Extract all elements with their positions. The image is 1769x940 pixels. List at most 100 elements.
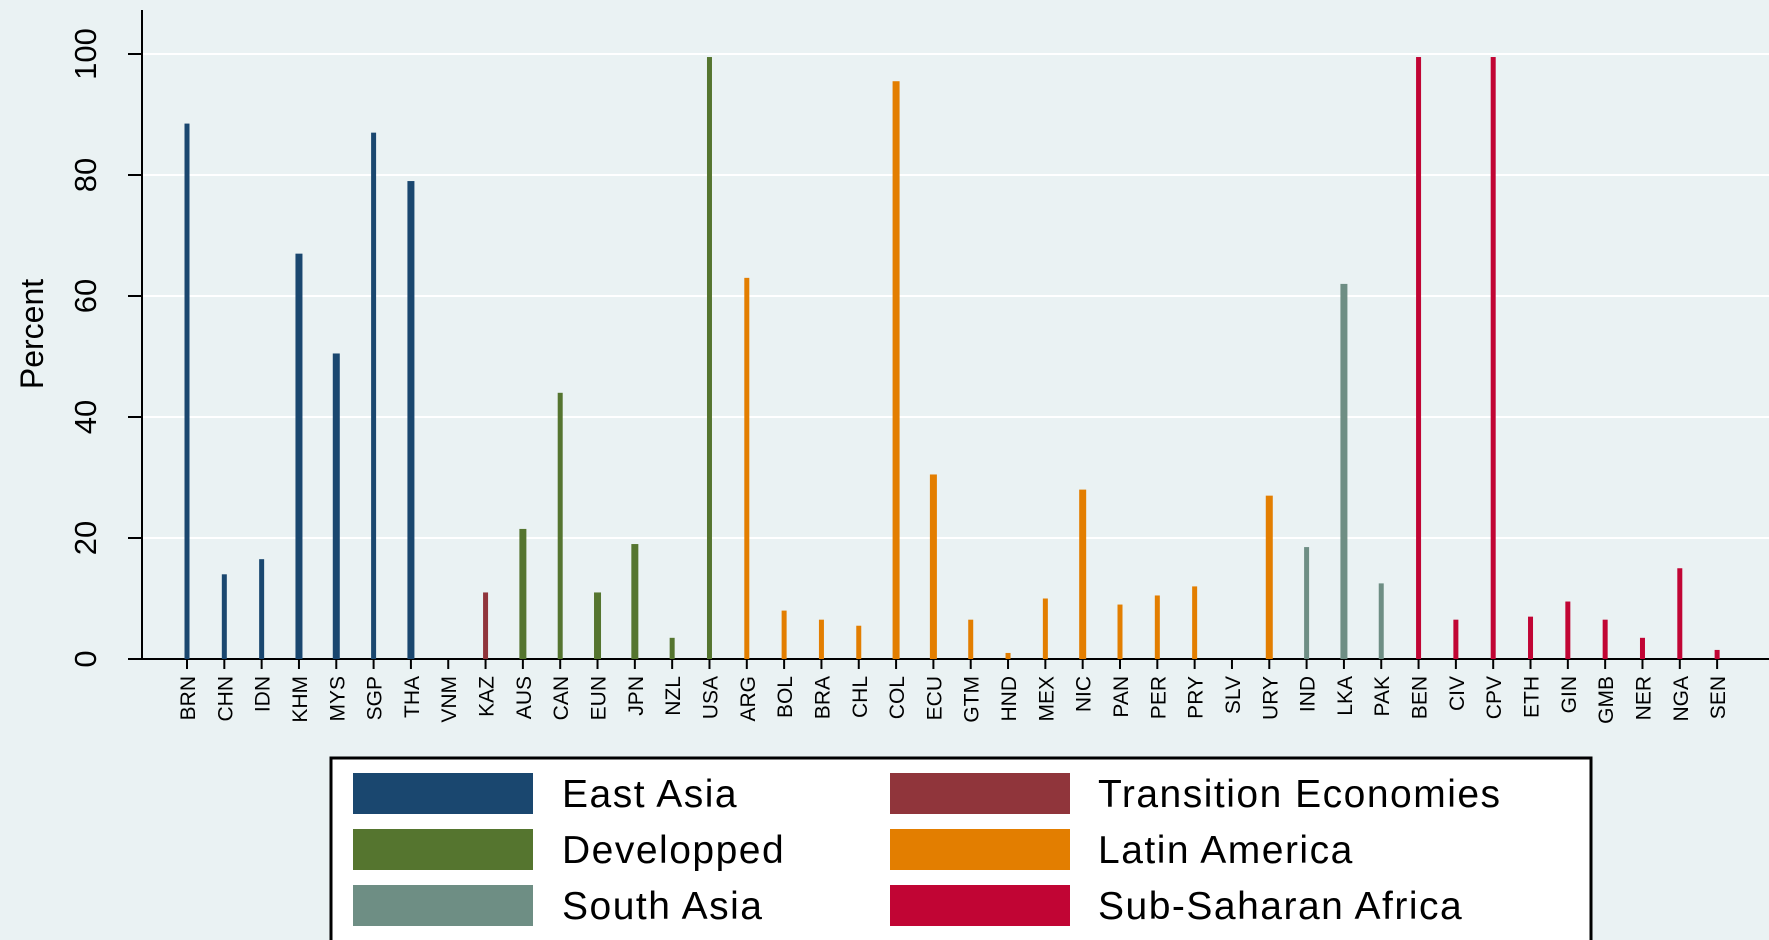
x-tick-label-ury: URY: [1259, 676, 1282, 720]
y-axis-ticks: 0 20 40 60 80 100: [68, 28, 142, 668]
x-tick-label-pan: PAN: [1110, 676, 1133, 718]
x-tick-label-bol: BOL: [774, 676, 797, 718]
bar-hnd: [1005, 652, 1011, 659]
bar-mex: [1042, 598, 1048, 659]
bar-col: [892, 81, 900, 660]
bar-gmb: [1602, 619, 1608, 659]
legend-swatch-south-asia: [353, 885, 533, 926]
bar-ner: [1639, 637, 1645, 659]
bar-per: [1154, 595, 1160, 659]
x-tick-label-gin: GIN: [1558, 676, 1581, 713]
x-tick-label-chn: CHN: [214, 676, 237, 722]
y-tick-label: 100: [68, 28, 103, 80]
bar-lka: [1340, 283, 1348, 659]
x-tick-label-vnm: VNM: [438, 676, 461, 723]
x-tick-label-nzl: NZL: [662, 676, 685, 716]
x-tick-label-mys: MYS: [326, 676, 349, 722]
x-tick-label-pry: PRY: [1185, 676, 1208, 719]
bar-sen: [1714, 649, 1720, 659]
legend-label-east-asia: East Asia: [562, 773, 738, 816]
x-axis-category-labels: BRN CHN IDN KHM MYS SGP THA VNM KAZ AUS CAN EUN JPN N…: [177, 659, 1730, 724]
bar-chl: [856, 625, 862, 659]
x-tick-label-eth: ETH: [1521, 676, 1544, 718]
x-tick-label-sgp: SGP: [364, 676, 387, 720]
x-tick-label-slv: SLV: [1222, 676, 1245, 714]
legend-label-latin-america: Latin America: [1098, 829, 1354, 872]
bar-pak: [1378, 583, 1384, 659]
x-tick-label-arg: ARG: [737, 676, 760, 722]
bar-khm: [295, 253, 303, 659]
bar-eth: [1528, 616, 1534, 659]
y-axis-title: Percent: [14, 279, 50, 389]
bar-aus: [519, 528, 527, 659]
legend-swatch-east-asia: [353, 773, 533, 814]
bar-idn: [259, 559, 265, 659]
y-tick-label: 60: [68, 279, 103, 313]
x-tick-label-can: CAN: [550, 676, 573, 720]
bar-pry: [1192, 586, 1198, 659]
x-tick-label-bra: BRA: [811, 676, 834, 719]
x-tick-label-gtm: GTM: [961, 676, 984, 723]
bar-pan: [1117, 604, 1123, 659]
bar-mys: [332, 353, 340, 659]
bar-cpv: [1490, 57, 1496, 659]
x-tick-label-sen: SEN: [1707, 676, 1730, 719]
bar-sgp: [371, 132, 377, 659]
legend-label-transition-economies: Transition Economies: [1098, 773, 1502, 816]
x-tick-label-mex: MEX: [1035, 676, 1058, 722]
x-tick-label-ecu: ECU: [923, 676, 946, 720]
x-tick-label-kaz: KAZ: [476, 676, 499, 717]
bars: [184, 57, 1720, 660]
x-tick-label-aus: AUS: [513, 676, 536, 719]
bar-usa: [706, 57, 712, 659]
bar-kaz: [483, 592, 489, 659]
x-tick-label-col: COL: [886, 676, 909, 719]
y-tick-label: 40: [68, 400, 103, 434]
legend-label-developped: Developped: [562, 829, 785, 872]
bar-gin: [1565, 601, 1571, 659]
y-tick-label: 20: [68, 521, 103, 555]
x-tick-label-nga: NGA: [1670, 676, 1693, 722]
x-tick-label-khm: KHM: [289, 676, 312, 723]
x-tick-label-ner: NER: [1632, 676, 1655, 720]
bar-civ: [1453, 619, 1459, 659]
bar-bra: [818, 619, 824, 659]
x-tick-label-pak: PAK: [1371, 676, 1394, 716]
x-tick-label-gmb: GMB: [1595, 676, 1618, 724]
bar-eun: [594, 592, 602, 659]
x-tick-label-usa: USA: [699, 676, 722, 719]
x-tick-label-ind: IND: [1297, 676, 1320, 712]
x-tick-label-nic: NIC: [1073, 676, 1096, 712]
bar-brn: [184, 123, 190, 659]
bar-arg: [744, 277, 750, 659]
x-tick-label-per: PER: [1147, 676, 1170, 719]
x-tick-label-civ: CIV: [1446, 676, 1469, 711]
bar-nzl: [669, 637, 675, 659]
x-tick-label-chl: CHL: [849, 676, 872, 718]
y-tick-label: 0: [68, 650, 103, 667]
legend-label-south-asia: South Asia: [562, 885, 763, 928]
bar-ury: [1265, 495, 1273, 659]
legend-swatch-developped: [353, 829, 533, 870]
x-tick-label-jpn: JPN: [625, 676, 648, 716]
y-tick-label: 80: [68, 158, 103, 192]
bar-can: [557, 392, 563, 659]
x-tick-label-cpv: CPV: [1483, 676, 1506, 719]
bar-chn: [221, 574, 227, 659]
bar-gtm: [968, 619, 974, 659]
bar-bol: [781, 610, 787, 659]
x-tick-label-hnd: HND: [998, 676, 1021, 722]
legend-swatch-latin-america: [890, 829, 1070, 870]
bar-nga: [1677, 568, 1683, 659]
bar-tha: [407, 181, 415, 660]
bar-ben: [1416, 57, 1422, 659]
bar-nic: [1079, 489, 1087, 659]
x-tick-label-brn: BRN: [177, 676, 200, 720]
legend-swatch-transition-economies: [890, 773, 1070, 814]
x-tick-label-eun: EUN: [588, 676, 611, 720]
x-tick-label-ben: BEN: [1409, 676, 1432, 719]
bar-jpn: [631, 544, 639, 659]
grid-lines: [142, 53, 1769, 539]
x-tick-label-lka: LKA: [1334, 676, 1357, 716]
